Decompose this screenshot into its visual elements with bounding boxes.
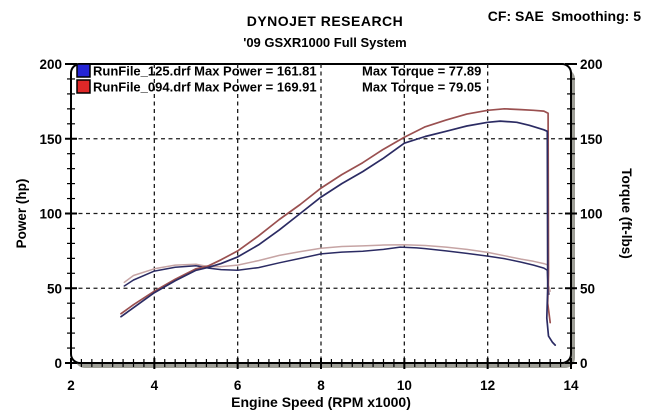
y-axis-title-right: Torque (ft-lbs) <box>619 168 634 258</box>
chart-subtitle: '09 GSXR1000 Full System <box>243 35 407 50</box>
y-tick-label-left: 0 <box>54 356 62 371</box>
series-runfile-125-power-line <box>120 120 557 346</box>
y-tick-label-left: 200 <box>39 57 62 72</box>
y-axis-title-left: Power (hp) <box>14 179 29 249</box>
y-tick-label-right: 0 <box>580 356 588 371</box>
y-tick-label-right: 200 <box>580 57 603 72</box>
series-runfile-094-power-line <box>120 107 552 324</box>
x-tick-label: 10 <box>397 378 412 393</box>
page-title: DYNOJET RESEARCH <box>246 13 404 29</box>
legend-swatch <box>76 79 91 94</box>
legend-run-label: RunFile_094.drf Max Power = 169.91 <box>93 80 317 95</box>
x-tick-label: 6 <box>234 378 242 393</box>
x-axis-title: Engine Speed (RPM x1000) <box>231 394 411 410</box>
x-tick-label: 8 <box>317 378 325 393</box>
y-tick-label-right: 50 <box>580 281 595 296</box>
x-tick-label: 4 <box>151 378 159 393</box>
legend-run-label: RunFile_125.drf Max Power = 161.81 <box>93 64 317 79</box>
y-tick-label-right: 150 <box>580 132 603 147</box>
correction-smoothing-label: CF: SAE Smoothing: 5 <box>487 8 641 24</box>
legend-swatch <box>76 63 91 78</box>
x-tick-label: 12 <box>480 378 495 393</box>
y-tick-label-right: 100 <box>580 207 603 222</box>
y-tick-label-left: 150 <box>39 132 62 147</box>
x-tick-label: 14 <box>563 378 579 393</box>
legend-torque-label: Max Torque = 77.89 <box>362 64 481 79</box>
y-tick-label-left: 50 <box>47 281 62 296</box>
y-tick-label-left: 100 <box>39 207 62 222</box>
series-runfile-094-torque-line <box>123 244 551 292</box>
x-tick-label: 2 <box>67 378 75 393</box>
legend-torque-label: Max Torque = 79.05 <box>362 80 481 95</box>
